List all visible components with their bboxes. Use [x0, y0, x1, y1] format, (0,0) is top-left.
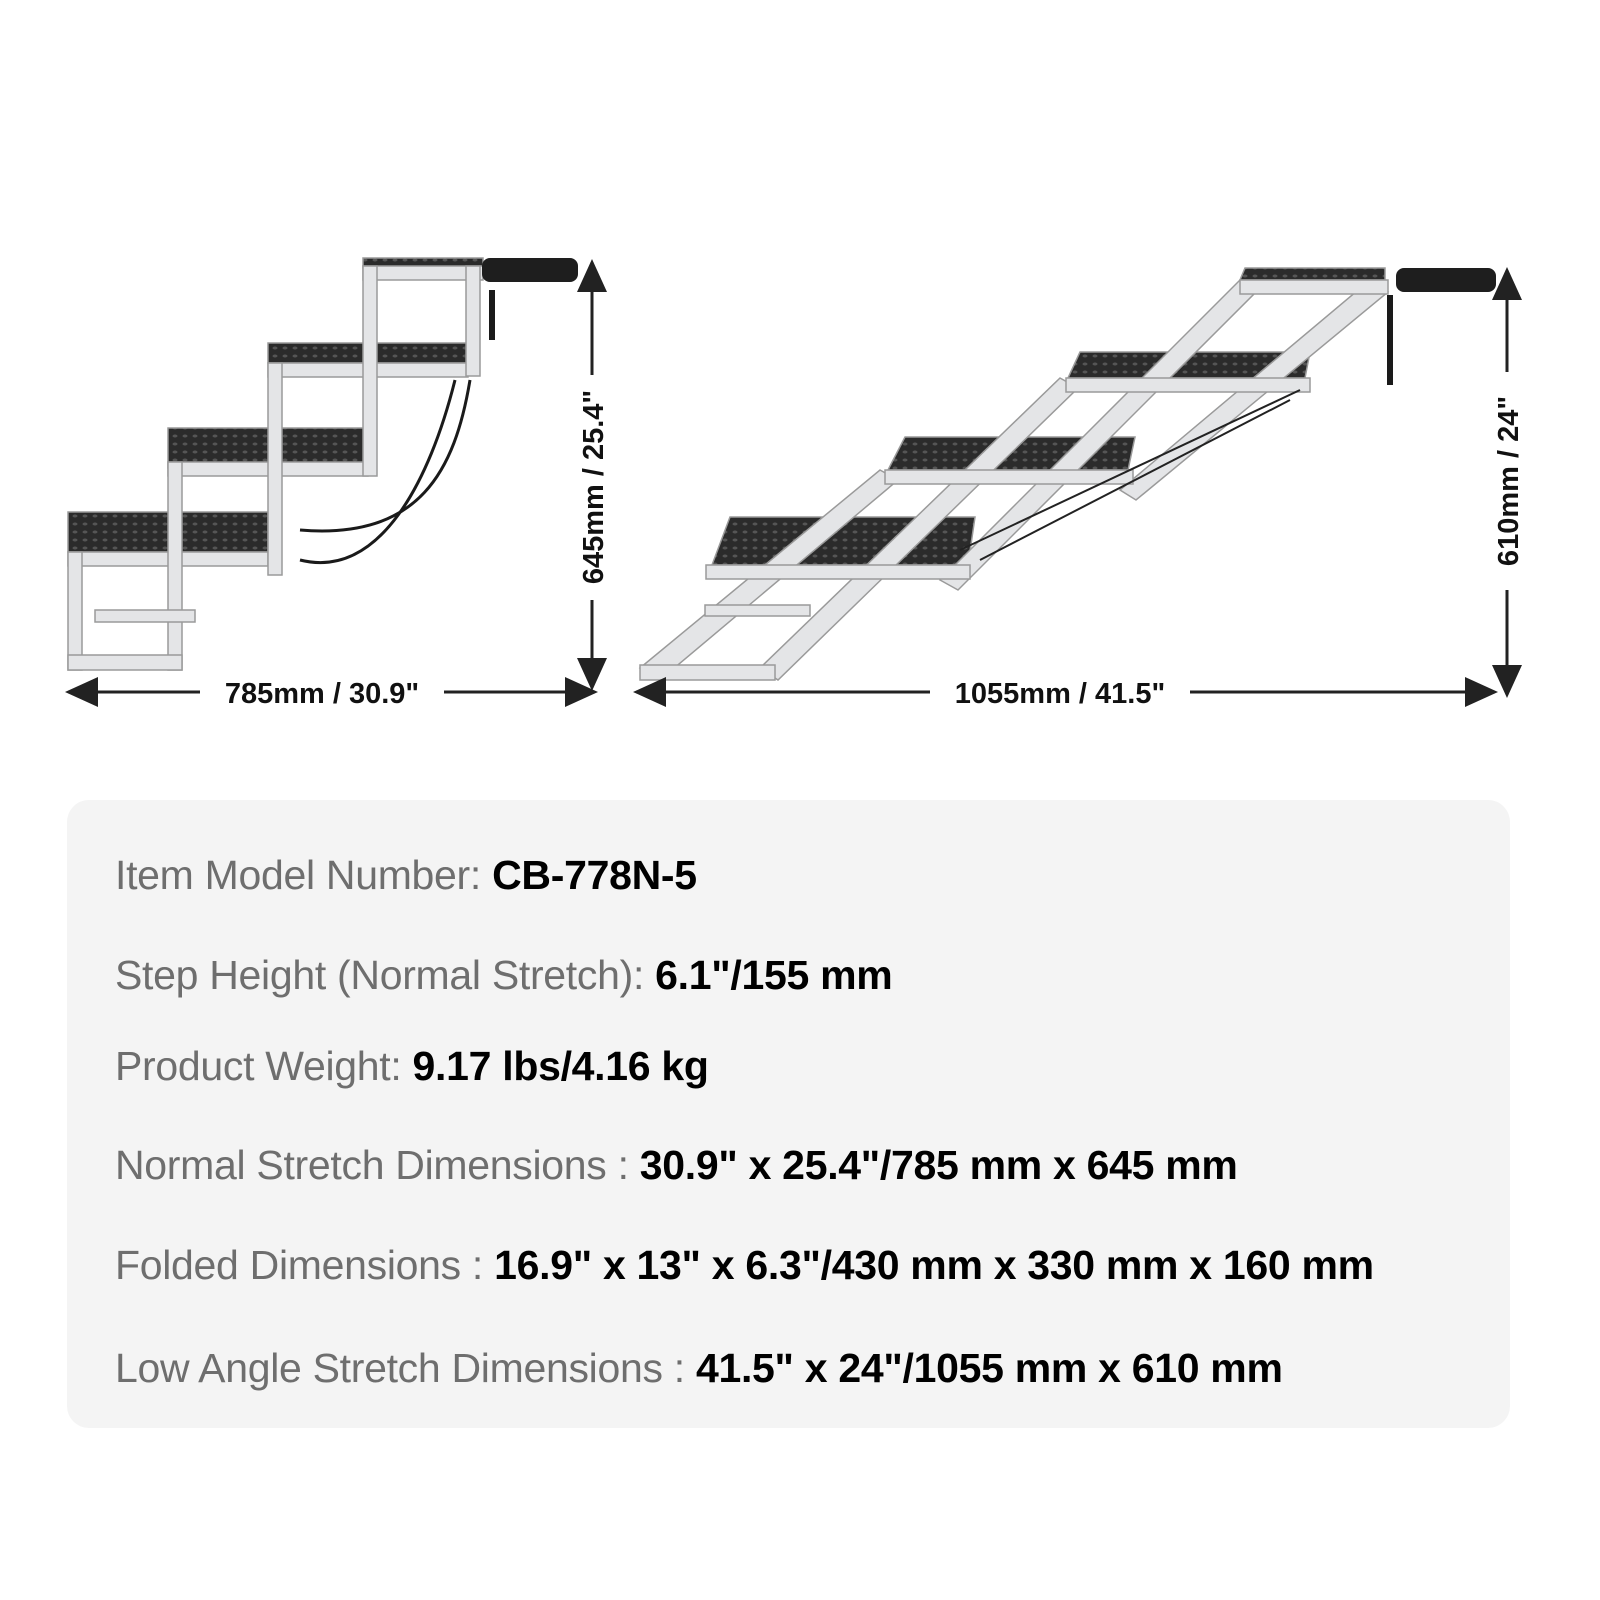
- spec-low-angle-dimensions: Low Angle Stretch Dimensions : 41.5" x 2…: [115, 1345, 1283, 1392]
- normal-height-dimension: 645mm / 25.4": [577, 259, 610, 691]
- spec-label: Low Angle Stretch Dimensions :: [115, 1345, 696, 1391]
- spec-label: Step Height (Normal Stretch):: [115, 952, 656, 998]
- spec-value: CB-778N-5: [492, 852, 697, 898]
- product-diagram: 645mm / 25.4" 785mm / 30.9" 610mm / 24" …: [65, 257, 1525, 710]
- spec-value: 16.9" x 13" x 6.3"/430 mm x 330 mm x 160…: [494, 1242, 1374, 1288]
- spec-value: 6.1"/155 mm: [655, 952, 893, 998]
- spec-label: Item Model Number:: [115, 852, 493, 898]
- spec-value: 30.9" x 25.4"/785 mm x 645 mm: [639, 1142, 1238, 1188]
- spec-model-number: Item Model Number: CB-778N-5: [115, 852, 697, 899]
- specs-panel: Item Model Number: CB-778N-5 Step Height…: [67, 800, 1510, 1428]
- spec-weight: Product Weight: 9.17 lbs/4.16 kg: [115, 1043, 709, 1090]
- spec-step-height: Step Height (Normal Stretch): 6.1"/155 m…: [115, 952, 893, 999]
- spec-folded-dimensions: Folded Dimensions : 16.9" x 13" x 6.3"/4…: [115, 1242, 1374, 1289]
- low-width-dimension: 1055mm / 41.5": [633, 677, 1498, 710]
- spec-value: 41.5" x 24"/1055 mm x 610 mm: [695, 1345, 1283, 1391]
- spec-label: Product Weight:: [115, 1043, 413, 1089]
- normal-width-label: 785mm / 30.9": [225, 678, 419, 710]
- spec-label: Folded Dimensions :: [115, 1242, 495, 1288]
- spec-value: 9.17 lbs/4.16 kg: [412, 1043, 709, 1089]
- low-width-label: 1055mm / 41.5": [955, 678, 1165, 710]
- low-angle-stairs: [638, 267, 1496, 681]
- normal-stretch-stairs: [67, 257, 578, 671]
- low-height-label: 610mm / 24": [1493, 396, 1525, 566]
- normal-width-dimension: 785mm / 30.9": [65, 677, 598, 710]
- low-height-dimension: 610mm / 24": [1492, 267, 1525, 698]
- spec-label: Normal Stretch Dimensions :: [115, 1142, 640, 1188]
- normal-height-label: 645mm / 25.4": [578, 390, 610, 584]
- spec-normal-dimensions: Normal Stretch Dimensions : 30.9" x 25.4…: [115, 1142, 1238, 1189]
